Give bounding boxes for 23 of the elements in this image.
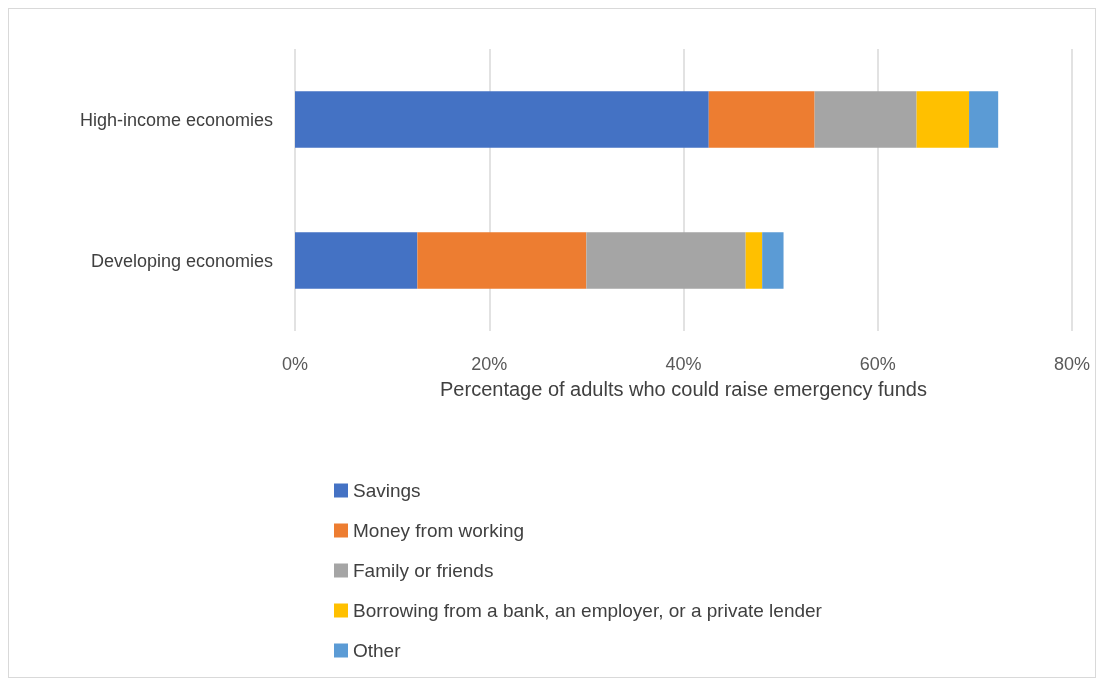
bar: [814, 91, 917, 148]
y-tick-label: High-income economies: [79, 109, 273, 130]
legend-label: Borrowing from a bank, an employer, or a private lender: [353, 600, 823, 621]
legend-label: Family or friends: [353, 560, 494, 581]
bar: [295, 91, 709, 148]
x-axis-title: Percentage of adults who could raise emergency funds: [440, 378, 927, 400]
bar: [417, 232, 587, 289]
bar: [295, 232, 418, 289]
bar: [708, 91, 815, 148]
x-tick-label: 40%: [665, 354, 702, 374]
bar: [969, 91, 999, 148]
x-tick-label: 0%: [281, 354, 309, 374]
bar: [745, 232, 763, 289]
legend-label: Savings: [353, 480, 421, 501]
y-tick-label: Developing economies: [90, 250, 273, 271]
bar: [586, 232, 746, 289]
bar: [916, 91, 970, 148]
legend-label: Other: [353, 640, 402, 661]
x-tick-label: 20%: [471, 354, 508, 374]
x-tick-label: 80%: [1053, 354, 1091, 374]
legend-label: Money from working: [353, 520, 525, 541]
bar: [762, 232, 784, 289]
x-tick-label: 60%: [859, 354, 896, 374]
